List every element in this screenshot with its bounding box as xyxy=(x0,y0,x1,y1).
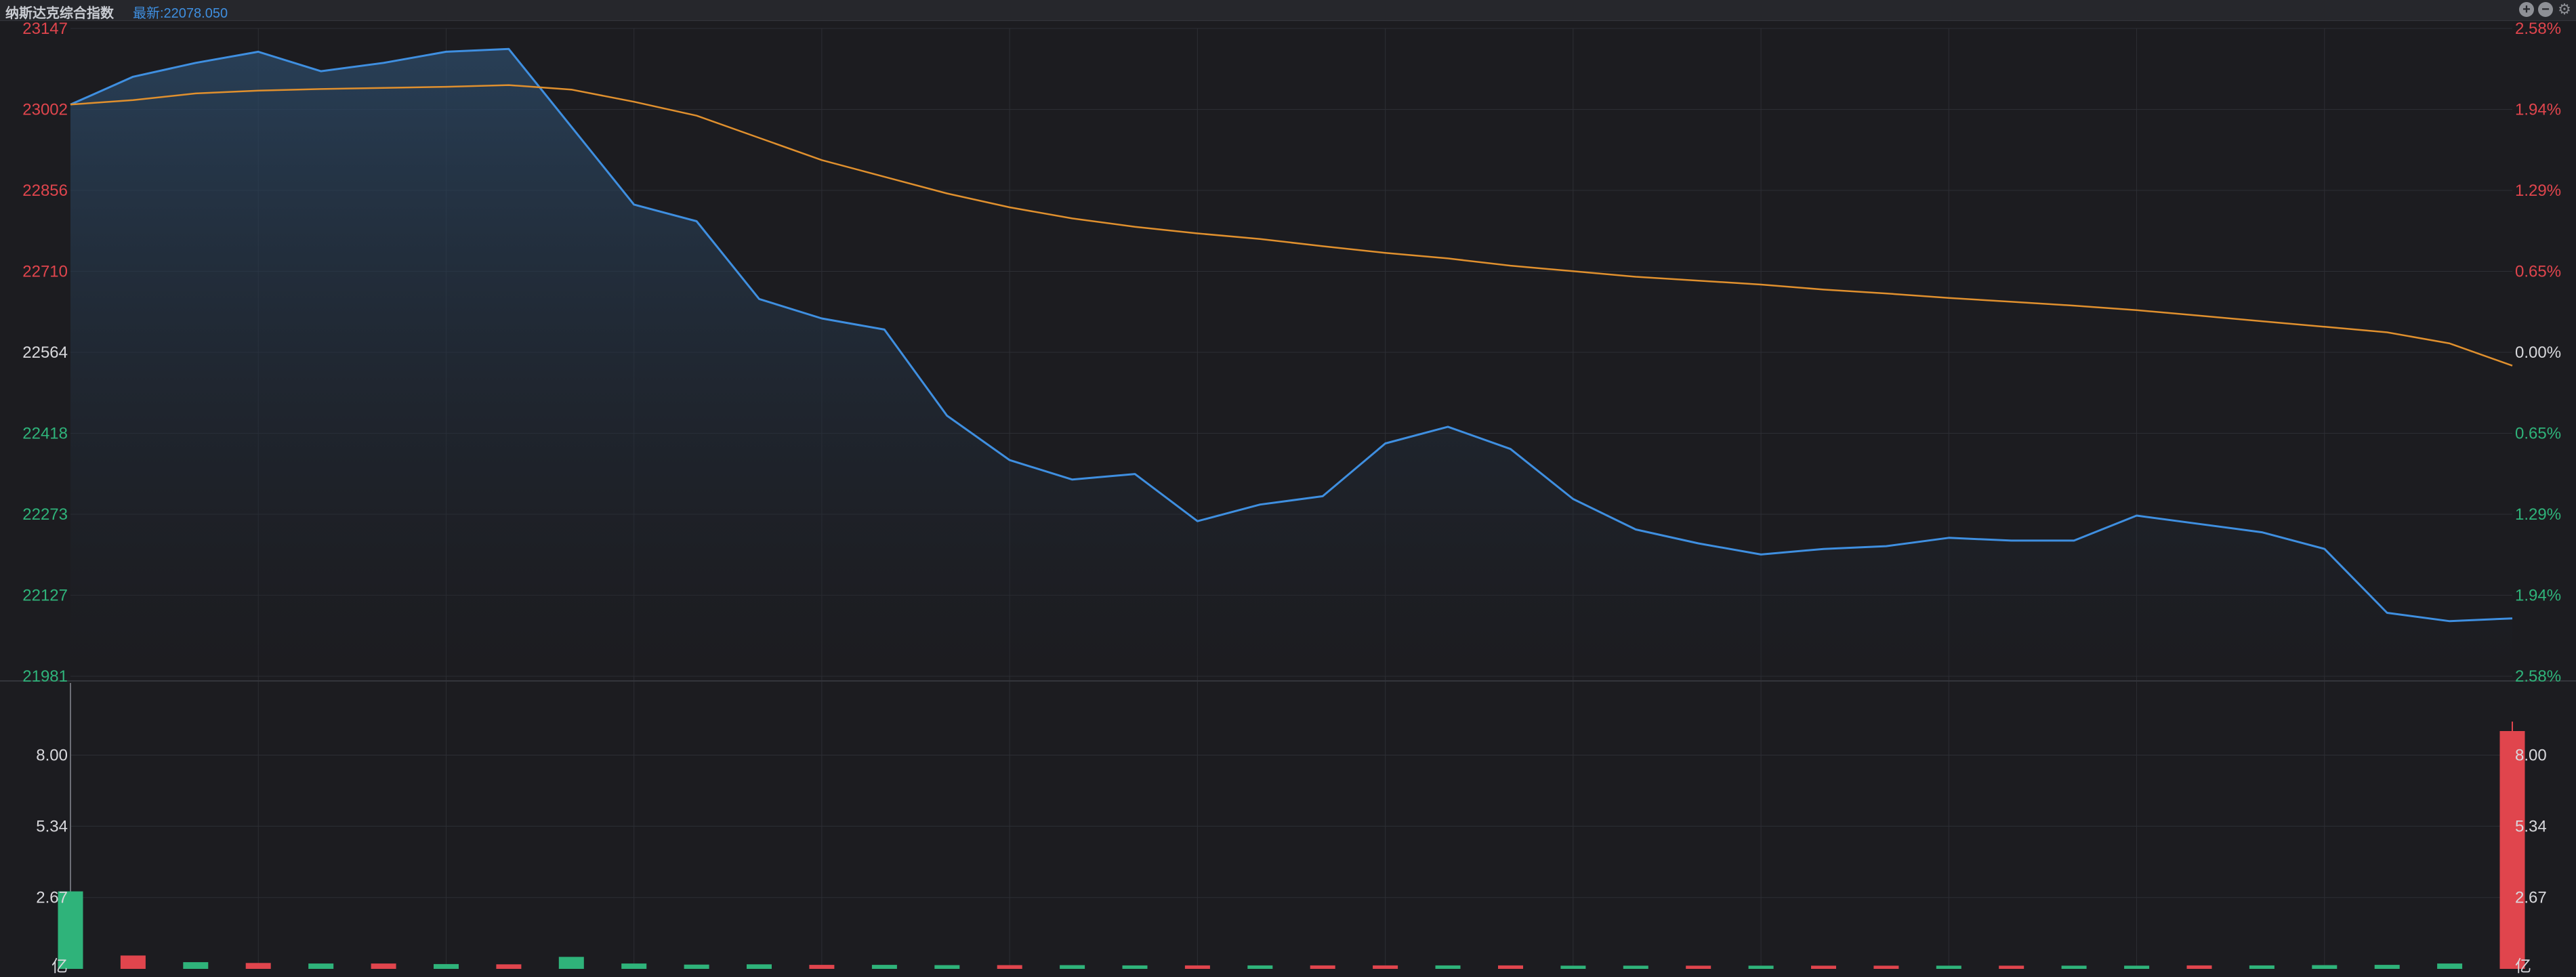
volume-unit-right: 亿 xyxy=(2515,957,2531,976)
volume-bar xyxy=(1560,965,1586,969)
volume-bar xyxy=(1936,965,1961,969)
y-axis-tick-left: 22710 xyxy=(22,263,68,281)
volume-tick-right: 5.34 xyxy=(2515,817,2547,835)
volume-bar xyxy=(997,965,1022,969)
volume-bar xyxy=(1873,965,1899,969)
y-axis-tick-left: 23002 xyxy=(22,101,68,119)
price-area-layer xyxy=(70,49,2512,677)
price-area-fill xyxy=(70,49,2512,677)
volume-bar xyxy=(621,963,647,969)
volume-bar xyxy=(809,965,835,969)
volume-unit-left: 亿 xyxy=(51,957,68,976)
volume-bar xyxy=(1748,965,1774,969)
volume-bar xyxy=(1373,965,1398,969)
volume-bar xyxy=(2249,965,2274,969)
volume-bar xyxy=(1184,965,1210,969)
volume-bar xyxy=(871,965,897,969)
plus-circle-icon[interactable]: + xyxy=(2519,2,2534,17)
volume-bar xyxy=(1060,965,1085,969)
volume-bar xyxy=(2186,965,2212,969)
volume-bar xyxy=(2312,965,2338,969)
minus-circle-icon[interactable]: − xyxy=(2538,2,2553,17)
volume-bar xyxy=(684,964,709,969)
index-title: 纳斯达克综合指数 xyxy=(5,6,114,21)
volume-bar xyxy=(1498,965,1523,969)
volume-bars-layer xyxy=(58,731,2525,969)
y-axis-tick-right: 1.29% xyxy=(2515,182,2561,200)
volume-tick-right: 2.67 xyxy=(2515,889,2547,907)
average-price-line xyxy=(70,84,2513,367)
volume-bar xyxy=(1122,965,1148,969)
volume-bar xyxy=(2374,965,2400,969)
volume-bar xyxy=(1310,965,1335,969)
axis-labels-layer: 23147 2.58% 23002 1.94% 22856 1.29% 22710 0.65%… xyxy=(22,20,2561,976)
y-axis-tick-left: 23147 xyxy=(22,20,68,38)
volume-bar xyxy=(747,964,772,969)
latest-price-label: 最新:22078.050 xyxy=(133,6,228,21)
volume-bar xyxy=(371,963,396,969)
y-axis-tick-right: 0.65% xyxy=(2515,425,2561,443)
volume-bar xyxy=(2499,731,2525,969)
volume-bar xyxy=(1623,965,1648,969)
volume-bar xyxy=(1686,965,1711,969)
y-axis-tick-right: 2.58% xyxy=(2515,667,2561,686)
gear-icon[interactable]: ⚙ xyxy=(2558,1,2571,18)
y-axis-tick-right: 0.00% xyxy=(2515,344,2561,362)
volume-bar xyxy=(1247,965,1273,969)
y-axis-tick-right: 1.94% xyxy=(2515,101,2561,119)
chart-header: 纳斯达克综合指数 最新:22078.050 + − ⚙ xyxy=(0,0,2576,21)
volume-bar xyxy=(120,955,146,969)
volume-tick-right: 8.00 xyxy=(2515,746,2547,764)
volume-bar xyxy=(245,963,271,969)
series-layer xyxy=(70,47,2513,623)
volume-bar xyxy=(183,962,209,969)
volume-tick-left: 5.34 xyxy=(36,817,68,835)
volume-bar xyxy=(434,963,459,969)
volume-bar xyxy=(308,963,334,969)
y-axis-tick-left: 22273 xyxy=(22,505,68,524)
volume-bar xyxy=(1435,965,1461,969)
y-axis-tick-right: 0.65% xyxy=(2515,263,2561,281)
volume-bar xyxy=(2061,965,2087,969)
y-axis-tick-left: 22564 xyxy=(22,344,68,362)
volume-tick-left: 2.67 xyxy=(36,889,68,907)
y-axis-tick-left: 22127 xyxy=(22,587,68,605)
volume-bar xyxy=(58,891,83,969)
volume-bar xyxy=(2124,965,2150,969)
volume-bar xyxy=(1999,965,2024,969)
price-line xyxy=(70,47,2513,623)
y-axis-tick-right: 1.29% xyxy=(2515,505,2561,524)
volume-bar xyxy=(558,957,584,969)
y-axis-tick-right: 2.58% xyxy=(2515,20,2561,38)
volume-tick-left: 8.00 xyxy=(36,746,68,764)
volume-bar xyxy=(1811,965,1836,969)
y-axis-tick-right: 1.94% xyxy=(2515,587,2561,605)
y-axis-tick-left: 22856 xyxy=(22,182,68,200)
volume-bar xyxy=(2437,963,2463,969)
y-axis-tick-left: 21981 xyxy=(22,667,68,686)
volume-bar xyxy=(496,964,522,969)
y-axis-tick-left: 22418 xyxy=(22,425,68,443)
volume-bar xyxy=(934,965,960,969)
